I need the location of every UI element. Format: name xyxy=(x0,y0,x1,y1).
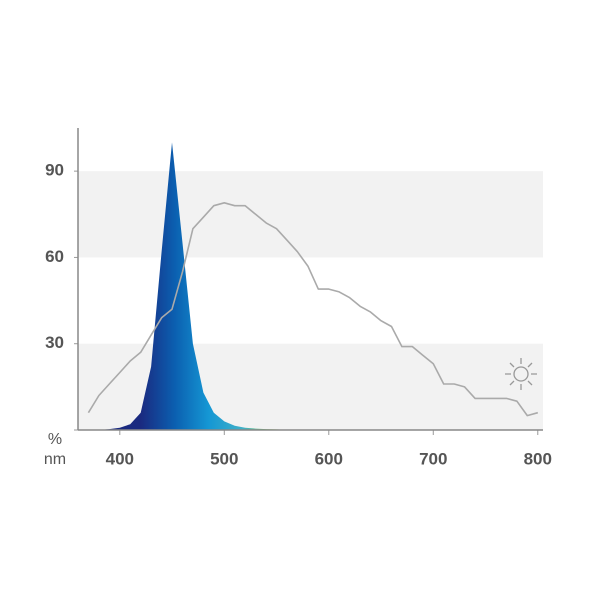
sunlight-spectrum xyxy=(87,202,539,417)
x-tick-label: 800 xyxy=(524,449,552,468)
x-tick-label: 700 xyxy=(419,449,447,468)
sun-icon xyxy=(505,358,537,390)
led-spectrum xyxy=(78,142,538,430)
x-tick-label: 500 xyxy=(210,449,238,468)
x-tick-label: 400 xyxy=(106,449,134,468)
y-tick-label: 60 xyxy=(45,247,64,266)
y-tick-label: 30 xyxy=(45,333,64,352)
x-tick-label: 600 xyxy=(315,449,343,468)
grid-band xyxy=(78,171,543,258)
x-axis-label: nm xyxy=(44,451,66,468)
y-tick-label: 90 xyxy=(45,161,64,180)
y-axis-label: % xyxy=(48,431,62,448)
